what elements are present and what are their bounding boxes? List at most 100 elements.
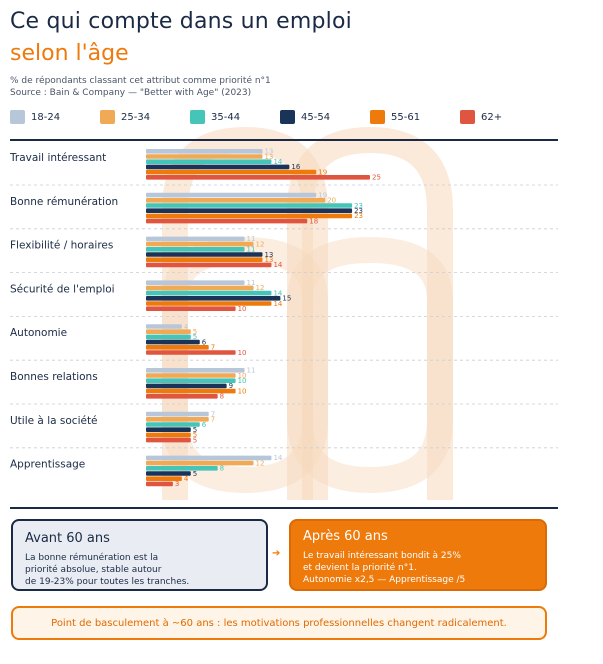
bar <box>146 257 263 262</box>
category-label: Flexibilité / horaires <box>10 240 113 252</box>
bar-value-label: 3 <box>175 480 179 488</box>
bar-value-label: 4 <box>184 475 189 483</box>
category-label: Autonomie <box>10 327 67 339</box>
bar-value-label: 7 <box>211 410 215 418</box>
bar-value-label: 5 <box>193 436 197 444</box>
bar-value-label: 8 <box>220 465 224 473</box>
bar-value-label: 7 <box>211 344 215 352</box>
bar <box>146 339 200 345</box>
bar-value-label: 5 <box>193 470 197 478</box>
bar-value-label: 13 <box>264 251 273 259</box>
bar-value-label: 19 <box>318 191 327 199</box>
bar-value-label: 23 <box>354 202 363 210</box>
category-label: Bonnes relations <box>10 371 98 383</box>
category-label: Apprentissage <box>10 459 85 471</box>
bar-value-label: 7 <box>211 416 215 424</box>
bar <box>146 159 272 164</box>
legend-swatch <box>460 110 475 124</box>
bar-value-label: 14 <box>273 261 282 269</box>
bar <box>146 164 290 170</box>
bar-value-label: 11 <box>247 246 256 254</box>
category-label: Utile à la société <box>10 415 98 427</box>
bar-value-label: 5 <box>193 431 197 439</box>
bar <box>146 378 236 383</box>
bar <box>146 208 353 213</box>
bar-value-label: 6 <box>202 421 207 429</box>
bar <box>146 460 254 466</box>
bar-value-label: 4 <box>184 323 189 331</box>
bar <box>146 149 263 154</box>
bar-value-label: 13 <box>264 148 273 156</box>
legend-item: 25-34 <box>100 110 150 124</box>
bar-value-label: 20 <box>327 197 336 205</box>
bar-value-label: 10 <box>238 349 247 357</box>
top-divider <box>10 139 558 141</box>
bar <box>146 213 353 219</box>
legend-label: 45-54 <box>301 111 331 123</box>
bar <box>146 394 218 399</box>
legend-swatch <box>100 110 115 124</box>
bar-value-label: 10 <box>238 387 247 395</box>
bar-value-label: 11 <box>247 235 256 243</box>
bottom-divider <box>10 507 558 509</box>
bar-value-label: 9 <box>229 382 233 390</box>
bar <box>146 236 245 242</box>
bar <box>146 329 191 334</box>
bar-value-label: 12 <box>256 240 265 248</box>
chart-source: Source : Bain & Company — "Better with A… <box>10 88 252 98</box>
bar-value-label: 13 <box>264 256 273 264</box>
bar <box>146 411 209 417</box>
legend-item: 55-61 <box>370 110 420 124</box>
before-60-text: La bonne rémunération est la priorité ab… <box>25 553 190 587</box>
bar <box>146 192 317 198</box>
bar <box>146 373 236 378</box>
legend-item: 62+ <box>460 110 502 124</box>
legend-label: 25-34 <box>121 111 151 123</box>
bar-value-label: 5 <box>193 333 197 341</box>
bar-value-label: 10 <box>238 377 247 385</box>
bar <box>146 296 281 301</box>
bar-value-label: 23 <box>354 212 363 220</box>
bar <box>146 350 236 355</box>
bar-value-label: 15 <box>282 295 291 303</box>
bar-value-label: 23 <box>354 207 363 215</box>
legend-label: 55-61 <box>391 111 421 123</box>
arrow-right-icon: ➔ <box>272 548 281 559</box>
bar <box>146 301 272 306</box>
bar <box>146 437 191 443</box>
after-60-box: Après 60 ans Le travail intéressant bond… <box>289 519 547 591</box>
bar-value-label: 13 <box>264 153 273 161</box>
legend-label: 18-24 <box>31 111 61 123</box>
legend-item: 45-54 <box>280 110 330 124</box>
legend-swatch <box>10 110 25 124</box>
bar-value-label: 14 <box>273 300 282 308</box>
bar-value-label: 12 <box>256 459 265 467</box>
before-60-title: Avant 60 ans <box>25 531 110 546</box>
bar-value-label: 10 <box>238 372 247 380</box>
bar <box>146 280 245 285</box>
legend-swatch <box>280 110 295 124</box>
bar <box>146 388 236 394</box>
bar-value-label: 5 <box>193 426 197 434</box>
legend-label: 62+ <box>481 111 503 123</box>
bar-value-label: 14 <box>273 454 282 462</box>
after-60-text: Le travail intéressant bondit à 25% et d… <box>303 551 466 585</box>
bar <box>146 345 209 350</box>
bar <box>146 368 245 373</box>
legend-swatch <box>190 110 205 124</box>
tipping-point-banner: Point de basculement à ~60 ans : les mot… <box>11 606 547 640</box>
bar <box>146 285 254 291</box>
legend-swatch <box>370 110 385 124</box>
bar <box>146 466 218 471</box>
bar-value-label: 8 <box>220 393 224 401</box>
bar-value-label: 25 <box>372 174 381 182</box>
bar-value-label: 6 <box>202 338 207 346</box>
bar <box>146 290 272 296</box>
legend-item: 18-24 <box>10 110 60 124</box>
bar-value-label: 5 <box>193 328 197 336</box>
bar <box>146 334 191 340</box>
category-label: Bonne rémunération <box>10 196 118 208</box>
bar <box>146 455 272 461</box>
bar <box>146 324 182 329</box>
chart-note: % de répondants classant cet attribut co… <box>10 76 271 86</box>
